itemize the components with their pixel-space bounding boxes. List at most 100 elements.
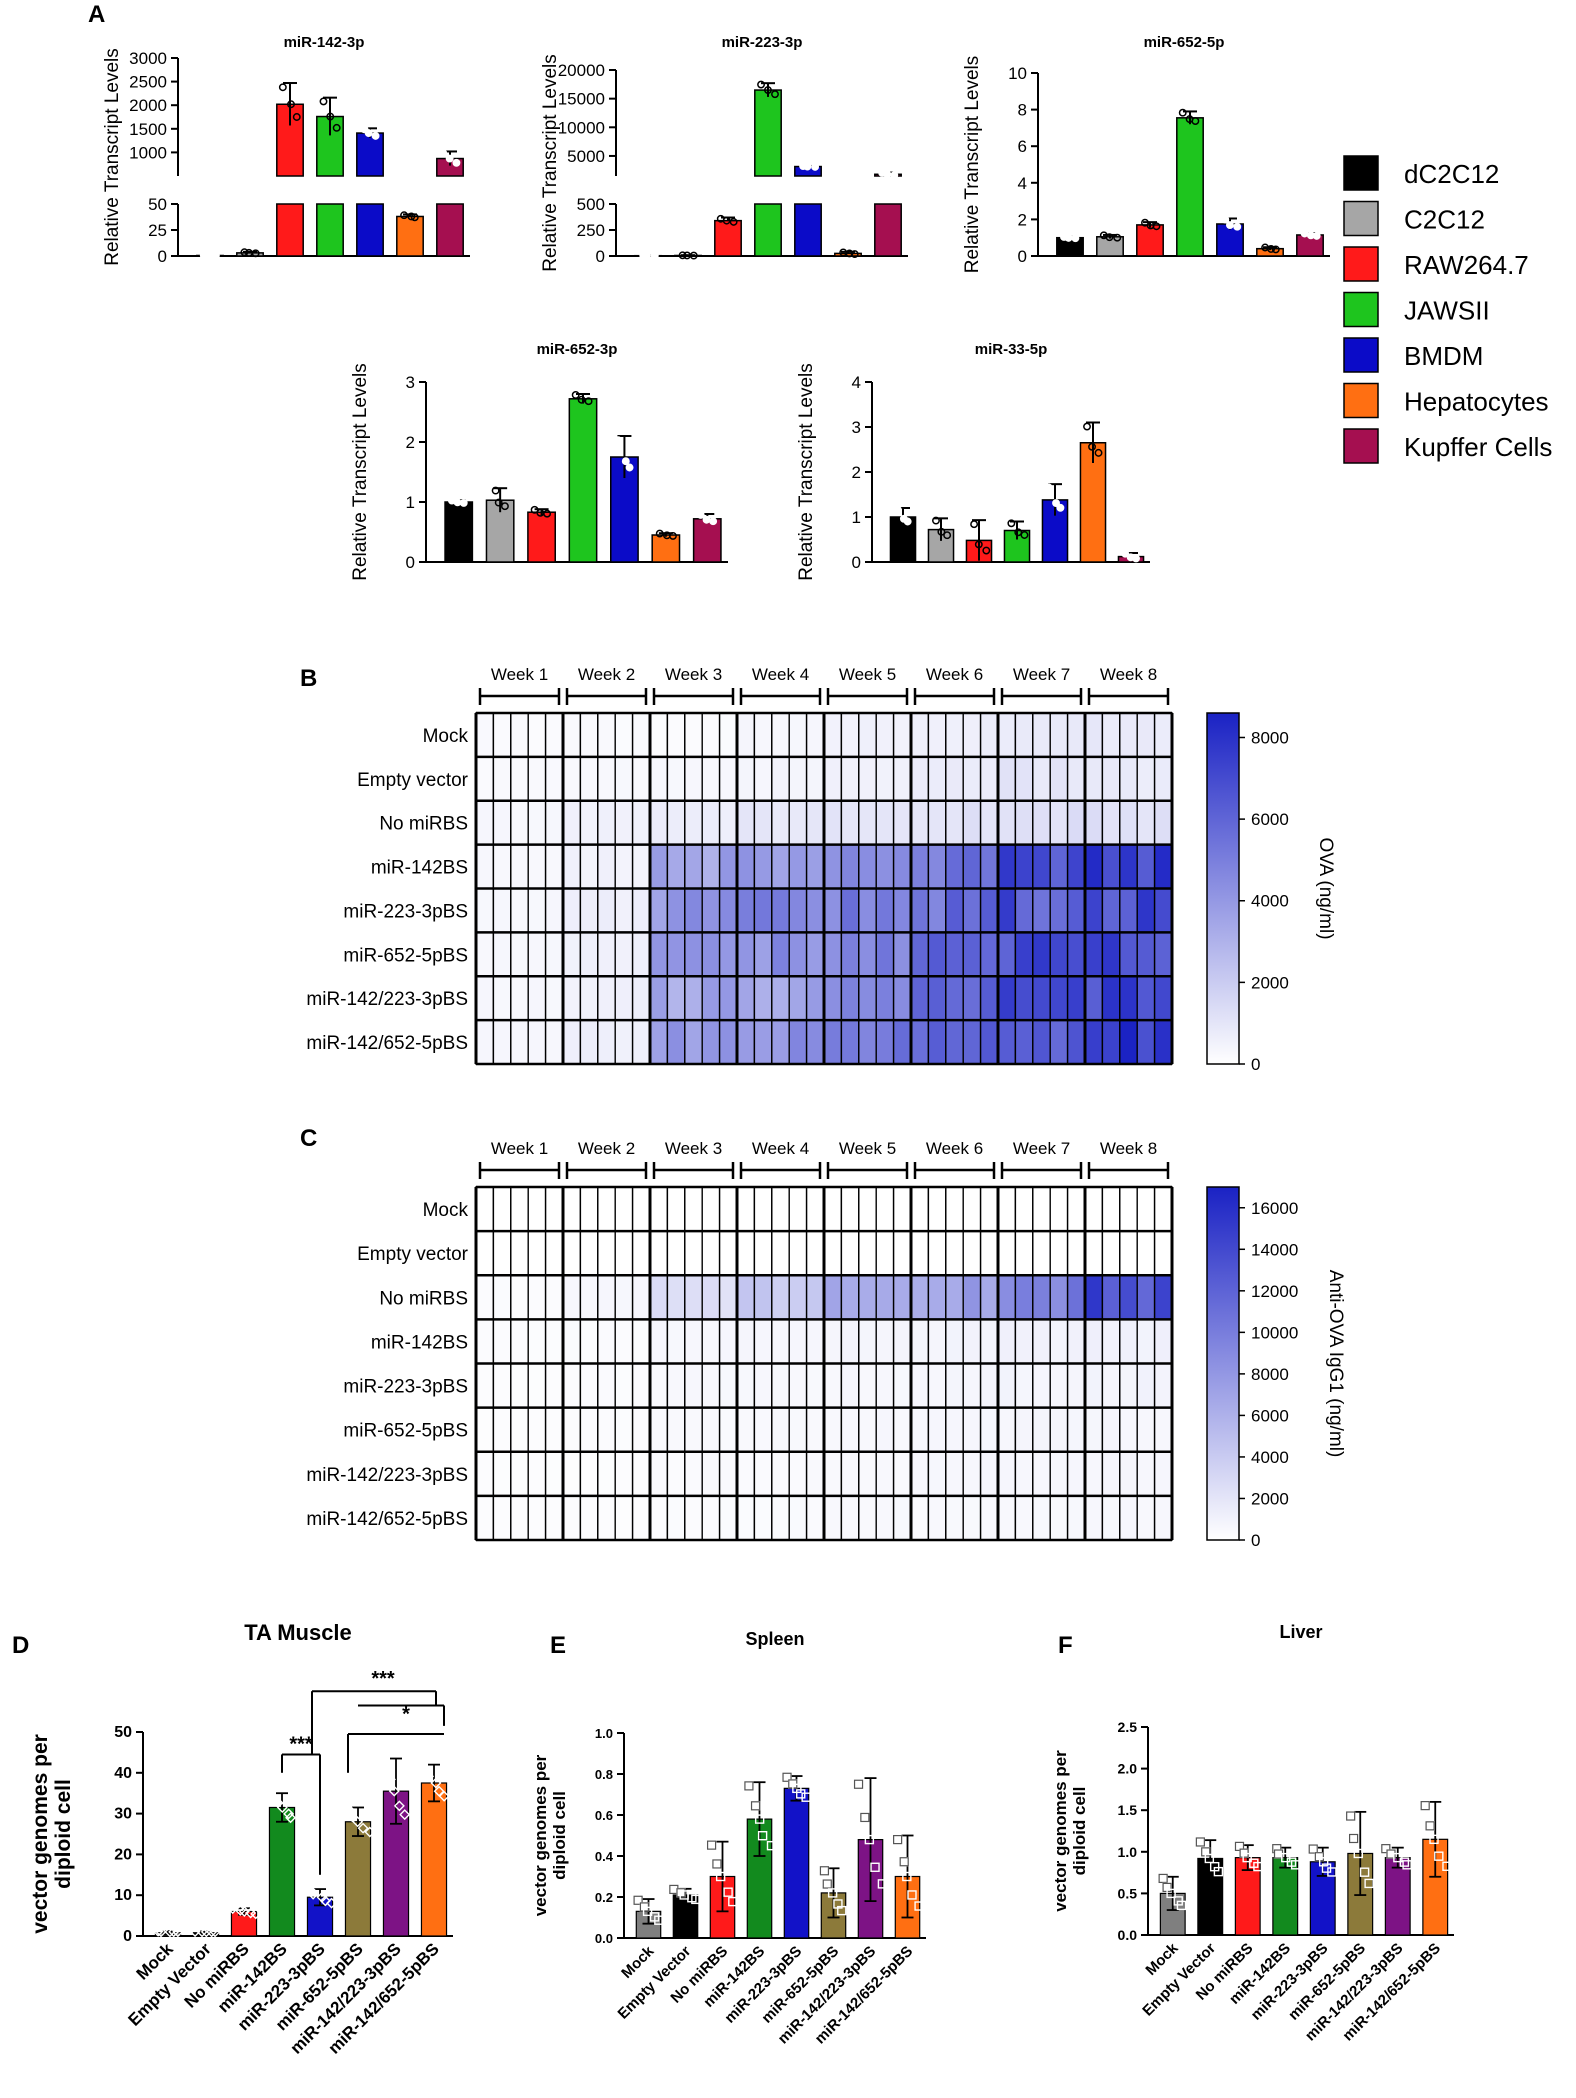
heat-cell: [579, 1019, 599, 1065]
heat-cell: [579, 1186, 599, 1232]
heat-cell: [840, 756, 860, 802]
y-tick-label: 2: [852, 463, 861, 482]
data-point: [292, 113, 301, 121]
data-point: [211, 251, 220, 260]
heat-cell: [1049, 712, 1069, 758]
y-tick-label: 2: [1018, 210, 1027, 229]
data-point: [152, 1925, 164, 1937]
heat-cell: [1084, 931, 1104, 977]
heat-cell: [649, 843, 669, 890]
heat-cell: [1032, 1019, 1051, 1065]
chart-E: Spleen vector genomes per diploid cell 0.0 0…: [531, 1629, 926, 2047]
heat-cell: [684, 712, 703, 758]
heat-cell: [927, 1230, 947, 1276]
data-point: [642, 1906, 653, 1917]
data-point: [1071, 234, 1080, 243]
heat-cell: [997, 712, 1017, 758]
heat-cell: [892, 800, 912, 846]
heat-cell: [475, 800, 495, 846]
heat-cell: [597, 1495, 616, 1541]
heat-cell: [962, 887, 982, 934]
heat-cell: [475, 1230, 495, 1276]
row-label: miR-142/652-5pBS: [306, 1033, 468, 1054]
data-point: [384, 1773, 396, 1785]
data-point: [332, 123, 341, 132]
heat-cell: [1014, 931, 1034, 977]
heat-cell: [684, 1186, 703, 1232]
data-point: [1225, 221, 1234, 230]
heat-cell: [1084, 1406, 1104, 1453]
y-axis-label: diploid cell: [550, 1791, 569, 1880]
heat-cell: [562, 975, 582, 1021]
heat-cell: [544, 931, 564, 977]
heat-cell: [1066, 1406, 1086, 1453]
y-tick-label: 0: [158, 247, 167, 266]
heat-cell: [1049, 1230, 1069, 1276]
data-point: [819, 1866, 830, 1876]
data-point: [1271, 245, 1280, 254]
y-tick-label: 1.5: [1118, 1802, 1138, 1818]
heat-cell: [649, 1274, 669, 1321]
heat-cell: [1101, 712, 1121, 758]
chart-title: miR-652-3p: [537, 341, 618, 358]
heat-cell: [649, 1019, 669, 1065]
heat-cell: [805, 931, 825, 977]
heat-cell: [788, 800, 808, 846]
heat-cell: [492, 1186, 512, 1232]
heat-cell: [684, 1274, 703, 1321]
y-tick-label: 0: [123, 1928, 132, 1945]
heat-cell: [858, 975, 877, 1021]
heat-cell: [1101, 1019, 1121, 1065]
heat-cell: [997, 887, 1017, 934]
colorbar-tick-label: 6000: [1251, 810, 1289, 829]
data-point: [238, 1906, 250, 1918]
row-label: miR-652-5pBS: [343, 945, 468, 966]
heat-cell: [1084, 1019, 1104, 1065]
heat-cell: [997, 1230, 1017, 1276]
heat-cell: [718, 800, 738, 846]
heat-cell: [736, 1362, 756, 1409]
heat-cell: [684, 1362, 703, 1409]
y-tick-label: 0: [596, 247, 605, 266]
y-tick-label: 10: [114, 1887, 132, 1904]
heat-cell: [666, 1362, 686, 1409]
data-point: [494, 498, 503, 507]
heat-cell: [1032, 800, 1051, 846]
heat-cell: [910, 975, 930, 1021]
heat-cell: [962, 1406, 982, 1453]
heat-cell: [562, 1186, 582, 1232]
heat-cell: [892, 712, 912, 758]
heat-cell: [823, 756, 843, 802]
heat-cell: [544, 1186, 564, 1232]
heat-cell: [614, 1274, 634, 1321]
bar-RAW264.7: [1136, 224, 1164, 257]
data-point: [1233, 222, 1242, 231]
data-point: [633, 1895, 643, 1905]
heat-cell: [1066, 1274, 1086, 1321]
heat-cell: [736, 843, 756, 890]
chart-A4: miR-652-3p Relative Transcript Levels 0 1 2 3: [350, 341, 728, 581]
heat-cell: [771, 1495, 790, 1541]
data-point: [1308, 1844, 1318, 1854]
data-point: [264, 1789, 276, 1801]
heat-cell: [544, 1318, 564, 1365]
heat-cell: [718, 1406, 738, 1453]
significance-label: *: [402, 1704, 410, 1726]
heat-cell: [979, 800, 999, 846]
heat-cell: [823, 1186, 843, 1232]
data-point: [1349, 1833, 1359, 1844]
heat-cell: [962, 712, 982, 758]
heat-cell: [701, 887, 721, 934]
row-label: Empty vector: [357, 770, 469, 791]
heat-cell: [997, 1451, 1017, 1497]
heat-cell: [997, 1318, 1017, 1365]
heat-cell: [666, 1274, 686, 1321]
panel-letter-D: D: [12, 1632, 29, 1659]
heat-cell: [962, 931, 982, 977]
data-point: [883, 170, 892, 179]
heat-cell: [579, 887, 599, 934]
data-point: [278, 83, 287, 92]
heat-cell: [945, 1495, 964, 1541]
heat-cell: [1136, 1362, 1156, 1409]
data-point: [1221, 215, 1230, 224]
